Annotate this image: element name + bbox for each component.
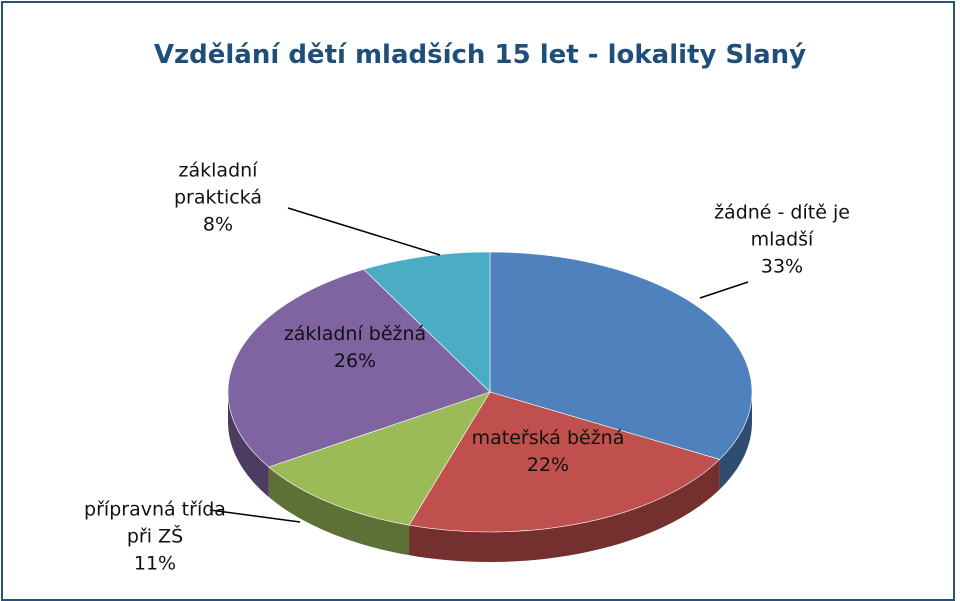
chart-title: Vzdělání dětí mladších 15 let - lokality… — [153, 40, 807, 70]
category-label: základní praktická — [173, 159, 262, 209]
data-label: základní praktická 8% — [148, 158, 288, 239]
slice — [489, 251, 753, 460]
value-label: 22% — [526, 454, 570, 476]
category-label: mateřská běžná — [471, 427, 625, 449]
value-label: 8% — [202, 213, 234, 236]
category-label: žádné - dítě je mladší — [714, 201, 850, 251]
data-label: přípravná třída při ZŠ 11% — [80, 497, 230, 578]
category-label: přípravná třída při ZŠ — [84, 498, 226, 548]
data-label: mateřská běžná 22% — [463, 425, 633, 479]
value-label: 33% — [760, 255, 804, 278]
slice — [227, 268, 491, 468]
slice-side — [409, 459, 720, 562]
value-label: 11% — [133, 552, 177, 575]
leader-line — [699, 281, 749, 299]
slice-side — [268, 467, 410, 556]
slice — [408, 391, 721, 533]
leader-line — [209, 509, 301, 523]
data-label: žádné - dítě je mladší 33% — [697, 200, 867, 281]
value-label: 26% — [333, 350, 377, 372]
data-label: základní běžná 26% — [270, 321, 440, 375]
category-label: základní běžná — [283, 323, 427, 345]
slice — [363, 251, 491, 393]
slice — [268, 391, 491, 526]
leader-line — [287, 207, 441, 256]
slice-side — [228, 392, 269, 498]
chart — [209, 207, 753, 562]
